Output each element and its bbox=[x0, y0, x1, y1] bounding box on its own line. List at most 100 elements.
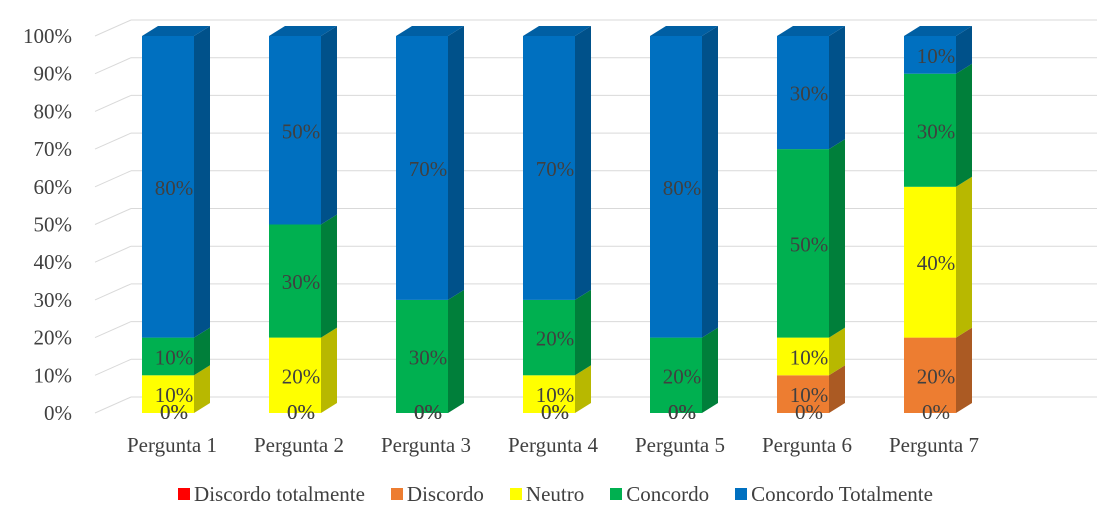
gridline-slant bbox=[94, 94, 132, 112]
data-label: 0% bbox=[668, 400, 696, 424]
data-label: 0% bbox=[414, 400, 442, 424]
data-label: 0% bbox=[414, 400, 442, 424]
bar-segment bbox=[904, 36, 956, 74]
bar-segment bbox=[142, 375, 194, 413]
data-label: 10% bbox=[155, 383, 194, 407]
data-label: 0% bbox=[287, 400, 315, 424]
data-label: 0% bbox=[668, 400, 696, 424]
data-label: 20% bbox=[536, 327, 575, 351]
legend-item: Neutro bbox=[509, 482, 584, 507]
data-label: 20% bbox=[663, 364, 702, 388]
bar-segment bbox=[777, 36, 829, 150]
bar-segment-side bbox=[575, 289, 591, 376]
legend-item: Discordo bbox=[390, 481, 484, 507]
category-label: Pergunta 4 bbox=[508, 433, 599, 457]
gridline-slant bbox=[94, 57, 132, 75]
y-tick-label: 100% bbox=[23, 24, 72, 48]
legend-item: Discordo totalmente bbox=[178, 482, 365, 507]
bar-segment bbox=[650, 36, 702, 338]
gridline-slant bbox=[94, 358, 132, 376]
bar-segment bbox=[396, 299, 448, 413]
bar-segment-side bbox=[829, 139, 845, 338]
bar-segment bbox=[269, 224, 321, 338]
bar-segment bbox=[777, 337, 829, 376]
bar-top bbox=[396, 26, 464, 36]
y-tick-label: 70% bbox=[34, 137, 73, 161]
bar-top bbox=[777, 26, 845, 36]
category-label: Pergunta 1 bbox=[127, 433, 217, 457]
legend-swatch bbox=[735, 488, 748, 500]
bar-segment bbox=[904, 337, 956, 413]
bar-segment-side bbox=[956, 63, 972, 187]
bar-top bbox=[904, 26, 972, 36]
bar-segment bbox=[650, 337, 702, 413]
legend-swatch bbox=[178, 488, 191, 500]
bar-segment-side bbox=[829, 26, 845, 150]
data-label: 0% bbox=[160, 400, 188, 424]
data-label: 30% bbox=[409, 345, 448, 369]
data-label: 0% bbox=[922, 400, 950, 424]
data-label: 10% bbox=[155, 345, 194, 369]
gridline-slant bbox=[94, 208, 132, 225]
data-label: 10% bbox=[917, 44, 956, 68]
bar-segment bbox=[904, 73, 956, 187]
gridline-slant bbox=[94, 19, 132, 37]
bar-segment-side bbox=[575, 26, 591, 300]
bar-segment-side bbox=[194, 327, 210, 376]
bar-segment-side bbox=[829, 365, 845, 413]
bar-segment-side bbox=[321, 327, 337, 413]
data-label: 10% bbox=[790, 383, 829, 407]
data-label: 50% bbox=[790, 232, 829, 256]
gridline-slant bbox=[94, 170, 132, 188]
data-label: 0% bbox=[541, 400, 569, 424]
legend-item: Concordo Totalmente bbox=[735, 482, 933, 507]
data-label: 10% bbox=[790, 345, 829, 369]
data-label: 80% bbox=[663, 176, 702, 200]
y-tick-label: 30% bbox=[34, 288, 73, 312]
data-label: 80% bbox=[155, 176, 194, 200]
data-label: 20% bbox=[282, 364, 321, 388]
bar-segment bbox=[523, 299, 575, 376]
gridline-slant bbox=[94, 132, 132, 150]
data-label: 10% bbox=[536, 383, 575, 407]
bar-segment bbox=[523, 375, 575, 413]
chart-legend: Discordo totalmente Discordo Neutro Concord… bbox=[0, 482, 1111, 506]
data-label: 0% bbox=[795, 400, 823, 424]
y-tick-label: 0% bbox=[44, 401, 72, 425]
data-label: 0% bbox=[160, 400, 188, 424]
gridline-slant bbox=[94, 283, 132, 301]
bar-segment-side bbox=[448, 26, 464, 300]
bar-top bbox=[650, 26, 718, 36]
legend-swatch bbox=[390, 488, 403, 500]
data-label: 0% bbox=[541, 400, 569, 424]
data-label: 30% bbox=[917, 119, 956, 143]
bar-segment bbox=[777, 375, 829, 413]
bar-segment bbox=[904, 186, 956, 338]
bar-segment-side bbox=[194, 365, 210, 413]
bar-segment-side bbox=[702, 26, 718, 338]
y-tick-label: 40% bbox=[34, 250, 73, 274]
bar-segment-side bbox=[702, 327, 718, 413]
bar-top bbox=[269, 26, 337, 36]
bar-top bbox=[523, 26, 591, 36]
data-label: 20% bbox=[917, 364, 956, 388]
data-label: 30% bbox=[282, 270, 321, 294]
legend-label: Concordo bbox=[626, 481, 710, 506]
data-label: 0% bbox=[287, 400, 315, 424]
legend-swatch bbox=[610, 488, 623, 500]
bar-segment-side bbox=[956, 26, 972, 74]
y-tick-label: 20% bbox=[34, 326, 73, 350]
bar-segment-side bbox=[448, 289, 464, 413]
bar-segment bbox=[142, 337, 194, 376]
category-label: Pergunta 7 bbox=[889, 433, 979, 457]
category-label: Pergunta 3 bbox=[381, 433, 471, 457]
legend-label: Discordo bbox=[406, 481, 484, 506]
bar-segment bbox=[269, 337, 321, 413]
gridline-slant bbox=[94, 321, 132, 339]
bar-top bbox=[142, 26, 210, 36]
bar-segment bbox=[396, 36, 448, 300]
y-tick-label: 60% bbox=[34, 175, 73, 199]
bar-segment bbox=[142, 36, 194, 338]
